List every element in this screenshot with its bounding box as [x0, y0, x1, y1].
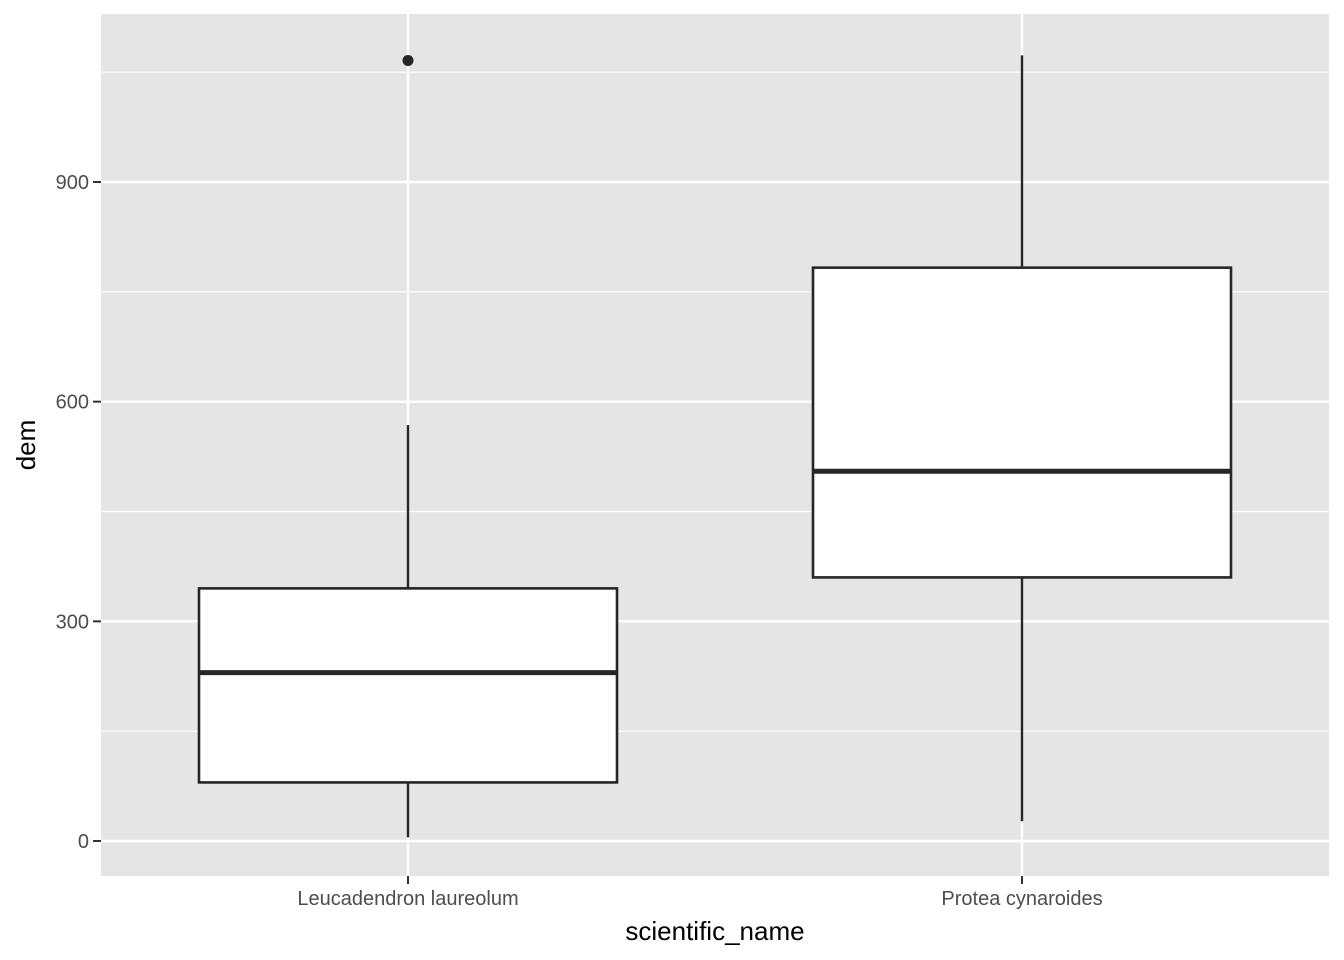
x-tick-label: Protea cynaroides — [941, 888, 1102, 910]
y-axis-title: dem — [11, 420, 41, 471]
iqr-box — [197, 587, 619, 784]
x-axis-title: scientific_name — [625, 916, 804, 946]
box-0 — [197, 54, 619, 838]
y-tick-label: 0 — [78, 831, 89, 853]
y-tick-label: 900 — [56, 172, 89, 194]
x-tick-label: Leucadendron laureolum — [297, 888, 518, 910]
outlier-point — [402, 54, 414, 66]
iqr-box — [811, 266, 1233, 579]
y-tick-label: 600 — [56, 392, 89, 414]
axes: 0 300 600 900 Leucadendron laureolum Protea c… — [56, 172, 1103, 910]
boxes — [197, 54, 1233, 838]
y-tick-label: 300 — [56, 611, 89, 633]
box-1 — [811, 55, 1233, 822]
